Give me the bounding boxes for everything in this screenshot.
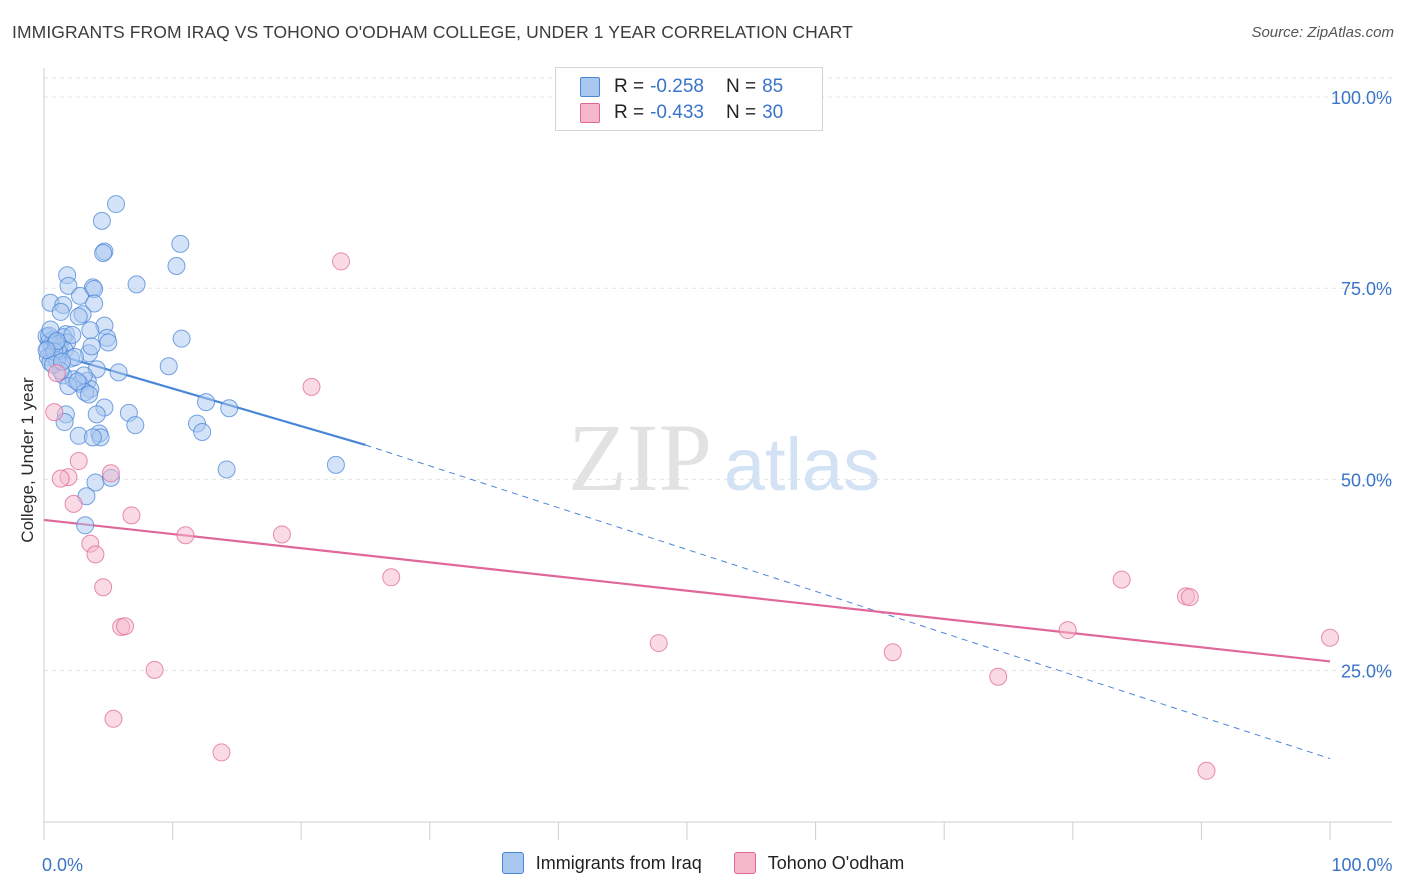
legend-label-tohono: Tohono O'odham	[767, 852, 905, 873]
data-point-tohono	[47, 364, 66, 383]
data-point-iraq	[37, 341, 56, 360]
data-point-iraq	[82, 337, 101, 356]
data-point-tohono	[649, 634, 668, 653]
data-point-tohono	[1180, 588, 1199, 607]
watermark: ZIP atlas	[568, 404, 880, 511]
data-point-tohono	[116, 617, 135, 636]
data-point-iraq	[197, 393, 216, 412]
data-point-iraq	[127, 275, 146, 294]
data-point-iraq	[51, 302, 70, 321]
data-point-tohono	[989, 667, 1008, 686]
data-point-iraq	[193, 422, 212, 441]
data-point-tohono	[332, 252, 351, 271]
watermark-atlas: atlas	[724, 423, 880, 506]
source-credit: Source: ZipAtlas.com	[1251, 24, 1394, 41]
data-point-tohono	[883, 643, 902, 662]
y-tick-label: 25.0%	[1341, 662, 1392, 682]
data-point-tohono	[51, 469, 70, 488]
data-point-tohono	[101, 464, 120, 483]
grid-layer	[44, 77, 1392, 672]
legend-n-label: N =	[725, 102, 757, 123]
legend-n-value: 85	[762, 76, 784, 97]
data-point-iraq	[126, 416, 145, 435]
data-point-iraq	[109, 363, 128, 382]
legend-swatch-tohono	[733, 852, 756, 874]
x-tick-label: 0.0%	[42, 855, 83, 875]
legend-n-label: N =	[725, 76, 757, 97]
data-point-tohono	[1197, 761, 1216, 780]
legend-r-value: -0.258	[650, 76, 704, 97]
correlation-legend: R = -0.258 N = 85 R = -0.433 N = 30	[555, 67, 823, 131]
legend-r-label: R =	[614, 76, 645, 97]
data-point-iraq	[220, 399, 239, 418]
data-point-iraq	[217, 460, 236, 479]
data-point-tohono	[45, 403, 64, 422]
data-point-tohono	[272, 525, 291, 544]
data-point-tohono	[104, 709, 123, 728]
data-point-iraq	[167, 257, 186, 276]
chart-title: IMMIGRANTS FROM IRAQ VS TOHONO O'ODHAM C…	[12, 22, 853, 42]
data-point-iraq	[92, 211, 111, 230]
data-point-iraq	[171, 234, 190, 253]
data-point-tohono	[69, 452, 88, 471]
data-point-iraq	[172, 329, 191, 348]
data-point-iraq	[94, 244, 113, 263]
data-point-tohono	[122, 506, 141, 525]
watermark-zip: ZIP	[568, 404, 712, 511]
y-axis-label: College, Under 1 year	[18, 377, 37, 543]
axis-layer	[43, 68, 1392, 840]
y-tick-label: 50.0%	[1341, 470, 1392, 490]
x-tick-label: 100.0%	[1331, 855, 1392, 875]
data-point-iraq	[86, 473, 105, 492]
data-point-iraq	[326, 455, 345, 474]
points-layer	[37, 195, 1339, 780]
series-legend: Immigrants from Iraq Tohono O'odham	[0, 852, 1406, 874]
data-point-tohono	[212, 743, 231, 762]
legend-label-iraq: Immigrants from Iraq	[535, 852, 702, 873]
data-point-tohono	[176, 526, 195, 545]
y-axis-label-wrap: College, Under 1 year	[18, 377, 38, 542]
data-point-iraq	[71, 286, 90, 305]
data-point-iraq	[69, 307, 88, 326]
data-point-tohono	[302, 377, 321, 396]
data-point-tohono	[382, 568, 401, 587]
legend-item-iraq[interactable]: Immigrants from Iraq	[501, 852, 702, 874]
data-point-tohono	[86, 545, 105, 564]
tick-label-layer: 100.0% 75.0% 50.0% 25.0% 0.0% 100.0%	[42, 88, 1393, 875]
legend-r-label: R =	[614, 102, 645, 123]
data-point-iraq	[85, 294, 104, 313]
data-point-tohono	[145, 660, 164, 679]
y-tick-label: 75.0%	[1341, 279, 1392, 299]
legend-swatch-iraq	[580, 77, 600, 97]
data-point-tohono	[1058, 621, 1077, 640]
data-point-tohono	[94, 578, 113, 597]
data-point-iraq	[76, 516, 95, 535]
data-point-tohono	[1112, 570, 1131, 589]
data-point-iraq	[81, 321, 100, 340]
data-point-iraq	[68, 372, 87, 391]
legend-swatch-iraq	[501, 852, 524, 874]
data-point-iraq	[87, 405, 106, 424]
data-point-iraq	[80, 385, 99, 404]
legend-n-value: 30	[762, 102, 784, 123]
data-point-iraq	[159, 357, 178, 376]
data-point-iraq	[107, 195, 126, 214]
legend-row-iraq: R = -0.258 N = 85	[580, 75, 783, 99]
data-point-tohono	[1321, 628, 1339, 647]
y-tick-label: 100.0%	[1331, 88, 1392, 108]
legend-r-value: -0.433	[650, 102, 704, 123]
legend-item-tohono[interactable]: Tohono O'odham	[733, 852, 905, 874]
data-point-tohono	[64, 494, 83, 513]
trend-line-1	[43, 518, 1331, 663]
trend-extension-0	[365, 444, 1331, 760]
legend-swatch-tohono	[580, 103, 600, 123]
legend-row-tohono: R = -0.433 N = 30	[580, 101, 783, 125]
data-point-iraq	[59, 276, 78, 295]
data-point-iraq	[99, 333, 118, 352]
data-point-iraq	[83, 428, 102, 447]
data-point-iraq	[63, 325, 82, 344]
